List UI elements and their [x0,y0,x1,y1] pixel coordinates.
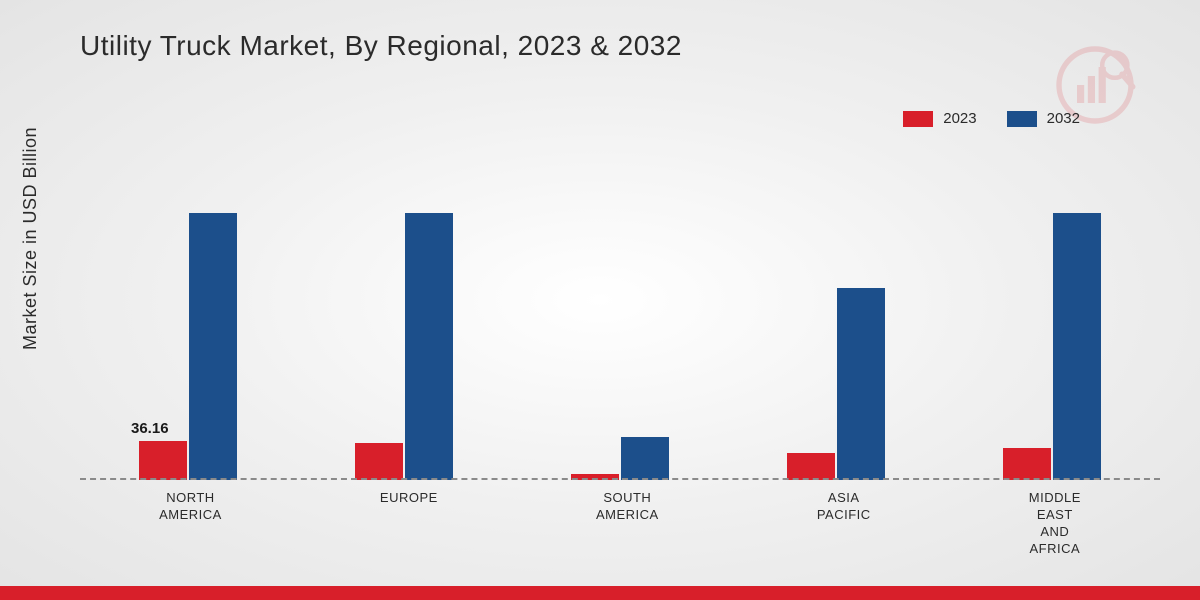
legend-item-2023: 2023 [903,110,976,127]
legend: 2023 2032 [903,110,1080,127]
x-axis-label: MIDDLEEASTANDAFRICA [1029,490,1081,558]
x-axis-labels: NORTHAMERICA EUROPE SOUTHAMERICA ASIAPACIFI… [80,490,1160,558]
bar [787,453,835,480]
bar-group [355,213,453,480]
bar [355,443,403,480]
legend-swatch-2023 [903,111,933,127]
bar-group [1003,213,1101,480]
bar [1053,213,1101,480]
x-axis-label: SOUTHAMERICA [596,490,659,558]
bar-group [787,288,885,480]
chart-title: Utility Truck Market, By Regional, 2023 … [80,30,682,62]
bar-group: 36.16 [139,213,237,480]
bar-value-label: 36.16 [131,420,169,437]
legend-label-2023: 2023 [943,110,976,127]
bar [621,437,669,480]
x-axis-label: EUROPE [380,490,438,558]
bar-groups: 36.16 [80,160,1160,480]
chart-area: 36.16 [80,160,1160,480]
x-axis-label: NORTHAMERICA [159,490,222,558]
legend-label-2032: 2032 [1047,110,1080,127]
bar [837,288,885,480]
bottom-accent-bar [0,586,1200,600]
baseline [80,478,1160,480]
bar [405,213,453,480]
legend-item-2032: 2032 [1007,110,1080,127]
x-axis-label: ASIAPACIFIC [817,490,871,558]
y-axis-label: Market Size in USD Billion [20,127,41,350]
bar [139,441,187,480]
bar [189,213,237,480]
bar-group [571,437,669,480]
bar [1003,448,1051,480]
legend-swatch-2032 [1007,111,1037,127]
